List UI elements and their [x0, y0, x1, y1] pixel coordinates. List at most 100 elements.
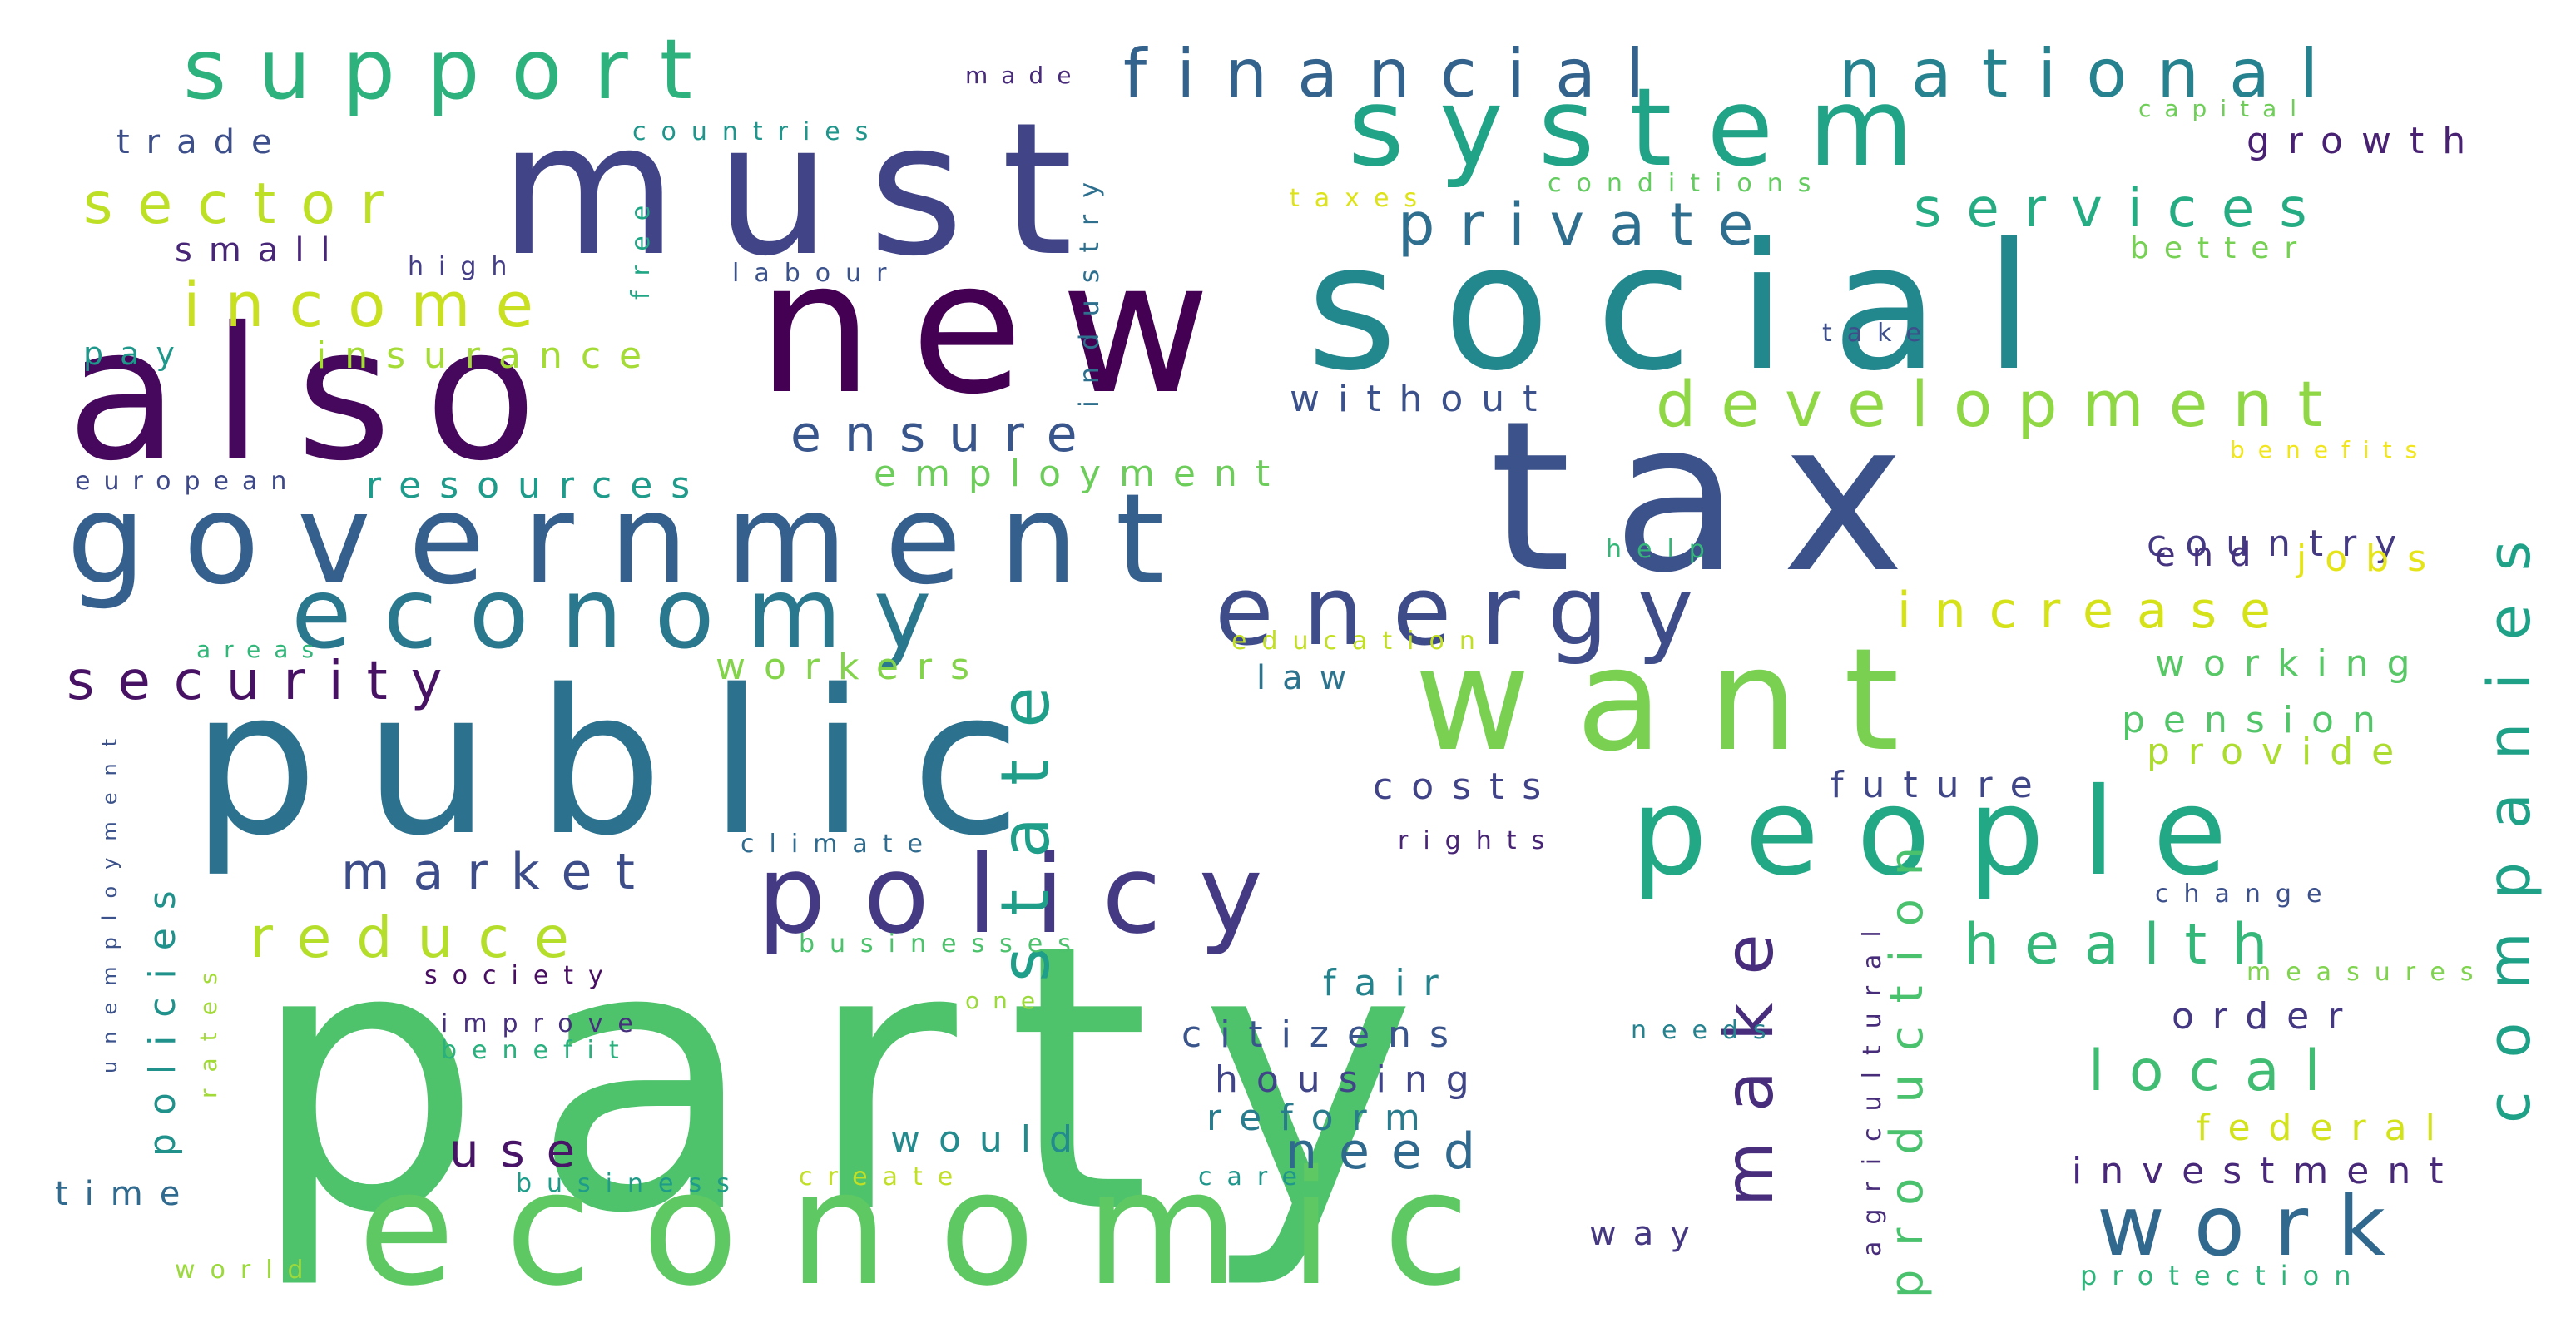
word-resources: resources — [366, 464, 708, 507]
word-financial: financial — [1123, 35, 1674, 112]
word-create: create — [799, 1162, 968, 1192]
word-growth: growth — [2247, 120, 2484, 162]
word-future: future — [1830, 764, 2051, 806]
word-small: small — [175, 231, 347, 270]
word-energy: energy — [1215, 556, 1723, 667]
word-use: use — [449, 1124, 597, 1178]
word-labour: labour — [732, 259, 901, 288]
word-production: production — [1880, 824, 1933, 1298]
word-working: working — [2155, 642, 2429, 685]
word-improve: improve — [441, 1009, 648, 1038]
word-need: need — [1286, 1122, 1497, 1181]
word-fair: fair — [1323, 962, 1457, 1004]
word-government: government — [67, 468, 1201, 612]
word-ensure: ensure — [790, 405, 1101, 463]
word-sector: sector — [83, 171, 409, 237]
word-companies: companies — [2475, 508, 2544, 1123]
word-workers: workers — [716, 646, 988, 688]
word-conditions: conditions — [1548, 169, 1825, 198]
word-market: market — [341, 843, 658, 901]
word-want: want — [1414, 618, 1945, 783]
word-one: one — [965, 987, 1048, 1014]
word-state: state — [987, 655, 1064, 982]
word-taxes: taxes — [1290, 184, 1432, 213]
word-also: also — [67, 288, 570, 501]
word-country: country — [2147, 523, 2415, 565]
word-party: party — [250, 867, 1467, 1293]
word-national: national — [1839, 35, 2348, 112]
word-make: make — [1711, 904, 1788, 1207]
word-capital: capital — [2138, 95, 2310, 122]
word-education: education — [1231, 627, 1490, 656]
word-society: society — [424, 961, 618, 990]
word-public: public — [191, 647, 1067, 880]
word-measures: measures — [2247, 958, 2488, 987]
word-would: would — [890, 1118, 1091, 1161]
word-european: european — [75, 467, 300, 496]
word-investment: investment — [2072, 1150, 2461, 1192]
word-help: help — [1606, 535, 1720, 564]
word-pension: pension — [2122, 699, 2394, 741]
word-end: end — [2155, 536, 2267, 574]
word-employment: employment — [874, 453, 1288, 495]
word-time: time — [55, 1175, 196, 1213]
word-high: high — [408, 252, 522, 281]
word-trade: trade — [116, 123, 289, 161]
word-housing: housing — [1215, 1058, 1488, 1101]
word-agricultural: agricultural — [1858, 914, 1887, 1256]
word-protection: protection — [2080, 1260, 2365, 1291]
word-must: must — [499, 83, 1111, 296]
word-citizens: citizens — [1181, 1013, 1467, 1056]
word-support: support — [183, 21, 724, 118]
word-world: world — [175, 1256, 319, 1285]
word-take: take — [1822, 319, 1936, 348]
word-provide: provide — [2147, 731, 2412, 773]
word-security: security — [67, 651, 466, 712]
word-insurance: insurance — [316, 334, 660, 377]
word-countries: countries — [632, 117, 883, 146]
word-reduce: reduce — [250, 905, 594, 971]
word-policies: policies — [141, 872, 184, 1157]
word-system: system — [1348, 64, 1949, 191]
word-free: free — [627, 191, 656, 300]
word-health: health — [1964, 912, 2292, 978]
word-increase: increase — [1897, 582, 2294, 640]
word-costs: costs — [1373, 766, 1559, 808]
word-social: social — [1306, 206, 2079, 409]
word-way: way — [1589, 1215, 1707, 1253]
word-areas: areas — [196, 636, 327, 663]
word-climate: climate — [741, 830, 938, 859]
word-reform: reform — [1206, 1097, 1439, 1139]
word-new: new — [757, 221, 1248, 434]
word-without: without — [1290, 378, 1555, 420]
word-economic: economic — [358, 1137, 1520, 1321]
word-business: business — [516, 1169, 745, 1198]
word-people: people — [1631, 762, 2265, 903]
word-benefits: benefits — [2230, 436, 2430, 463]
word-order: order — [2172, 995, 2361, 1038]
word-law: law — [1256, 659, 1363, 697]
word-jobs: jobs — [2296, 538, 2445, 580]
word-industry: industry — [1073, 166, 1105, 408]
word-change: change — [2155, 880, 2336, 909]
word-rates: rates — [195, 956, 222, 1098]
word-tax: tax — [1489, 376, 1946, 618]
word-made: made — [965, 62, 1084, 89]
word-rights: rights — [1398, 826, 1559, 855]
word-local: local — [2088, 1038, 2345, 1104]
word-federal: federal — [2197, 1107, 2454, 1149]
word-income: income — [183, 270, 558, 341]
word-care: care — [1198, 1162, 1312, 1192]
word-better: better — [2130, 231, 2311, 265]
word-unemployment: unemployment — [98, 722, 121, 1073]
word-private: private — [1398, 191, 1779, 259]
word-economy: economy — [291, 556, 963, 671]
word-policy: policy — [757, 831, 1300, 958]
word-pay: pay — [83, 335, 191, 372]
word-benefit: benefit — [441, 1036, 634, 1065]
word-work: work — [2097, 1177, 2415, 1275]
word-needs: needs — [1631, 1016, 1781, 1045]
